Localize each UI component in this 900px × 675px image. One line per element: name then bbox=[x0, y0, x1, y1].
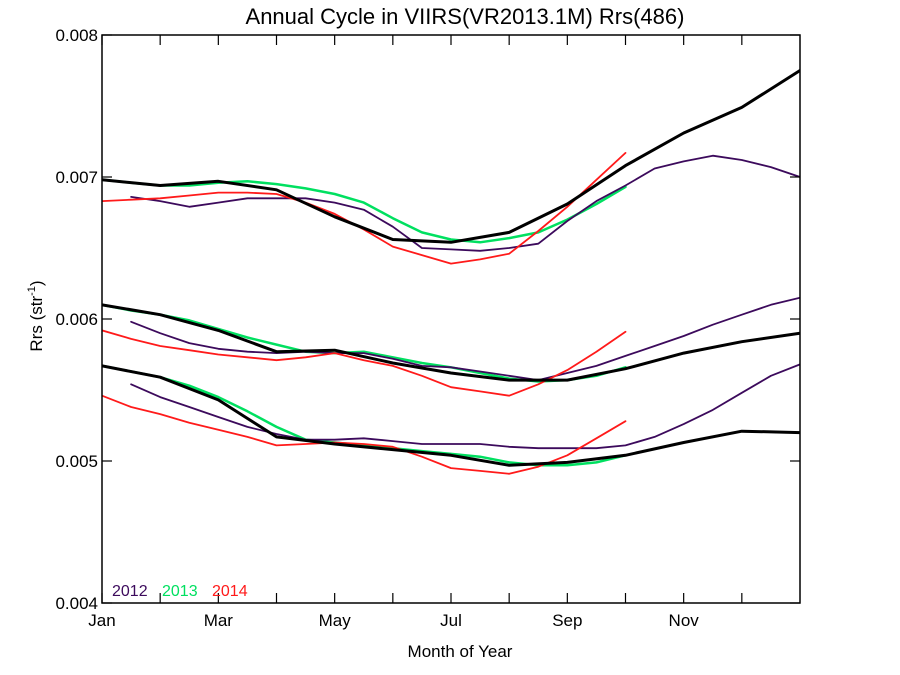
y-axis-label: Rrs (str-1) bbox=[26, 280, 46, 351]
y-tick-label: 0.004 bbox=[55, 594, 98, 613]
series-layer bbox=[102, 69, 800, 475]
series-line-2014-6 bbox=[102, 151, 627, 265]
y-tick-label: 0.006 bbox=[55, 310, 98, 329]
x-tick-label: Nov bbox=[669, 611, 700, 630]
series-line-2012-3 bbox=[130, 154, 800, 252]
series-line-2013-1 bbox=[102, 303, 627, 383]
legend-item-2014: 2014 bbox=[212, 583, 248, 600]
x-tick-label: Mar bbox=[204, 611, 234, 630]
y-tick-label: 0.005 bbox=[55, 452, 98, 471]
x-axis-label: Month of Year bbox=[408, 642, 513, 661]
x-tick-label: May bbox=[319, 611, 352, 630]
x-tick-label: Jan bbox=[88, 611, 115, 630]
y-axis-label-superscript: -1 bbox=[26, 286, 38, 296]
series-line-2014-8 bbox=[102, 394, 627, 475]
legend: 2012 2013 2014 bbox=[112, 583, 248, 600]
legend-item-2012: 2012 bbox=[112, 583, 148, 600]
ticks-layer: Jan Mar May Jul Sep Nov 0.004 0.005 0.006 0.007 0.… bbox=[55, 26, 800, 630]
y-tick-label: 0.007 bbox=[55, 168, 98, 187]
series-line-2012-4 bbox=[130, 296, 800, 382]
plot-area-frame bbox=[101, 34, 801, 604]
series-line-mean-11 bbox=[102, 364, 800, 467]
x-tick-label: Jul bbox=[440, 611, 462, 630]
legend-item-2013: 2013 bbox=[162, 583, 198, 600]
y-tick-label: 0.008 bbox=[55, 26, 98, 45]
y-axis-label-end: ) bbox=[27, 280, 46, 286]
series-line-2014-7 bbox=[102, 329, 627, 397]
series-line-2012-5 bbox=[130, 363, 800, 450]
series-line-mean-9 bbox=[102, 69, 800, 244]
series-line-2013-0 bbox=[102, 178, 627, 244]
series-line-mean-10 bbox=[102, 303, 800, 382]
chart-title: Annual Cycle in VIIRS(VR2013.1M) Rrs(486… bbox=[246, 4, 685, 29]
x-tick-label: Sep bbox=[552, 611, 582, 630]
y-axis-label-main: Rrs (str bbox=[27, 296, 46, 352]
